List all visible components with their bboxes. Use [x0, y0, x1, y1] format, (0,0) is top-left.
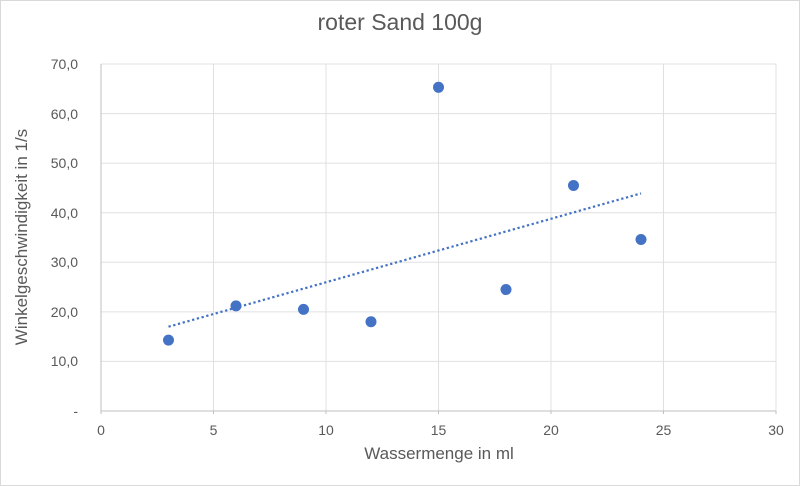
data-point[interactable] — [433, 81, 444, 93]
data-point[interactable] — [163, 334, 174, 346]
x-axis-title: Wassermenge in ml — [364, 444, 514, 463]
data-point[interactable] — [500, 284, 512, 296]
x-tick-label: 10 — [318, 422, 334, 438]
y-tick-label: 10,0 — [50, 353, 78, 370]
x-tick-label: 20 — [543, 422, 559, 438]
y-tick-label: 70,0 — [50, 56, 78, 72]
x-tick-label: 15 — [430, 422, 447, 438]
x-tick-label: 0 — [97, 422, 105, 438]
x-tick-label: 25 — [655, 422, 672, 438]
x-tick-label: 30 — [768, 422, 784, 438]
data-point[interactable] — [635, 233, 647, 245]
y-tick-label: 60,0 — [50, 105, 78, 122]
x-tick-label: 5 — [209, 422, 218, 438]
chart-title: roter Sand 100g — [317, 9, 483, 35]
trendline[interactable] — [168, 192, 642, 328]
data-point[interactable] — [365, 316, 377, 328]
y-tick-label: 40,0 — [50, 204, 78, 221]
y-tick-label: 20,0 — [50, 303, 78, 320]
y-tick-label: - — [73, 403, 78, 419]
data-point[interactable] — [298, 303, 309, 315]
data-point[interactable] — [568, 179, 579, 191]
data-point[interactable] — [230, 300, 242, 312]
y-tick-label: 30,0 — [50, 254, 78, 271]
y-tick-label: 50,0 — [50, 155, 78, 172]
